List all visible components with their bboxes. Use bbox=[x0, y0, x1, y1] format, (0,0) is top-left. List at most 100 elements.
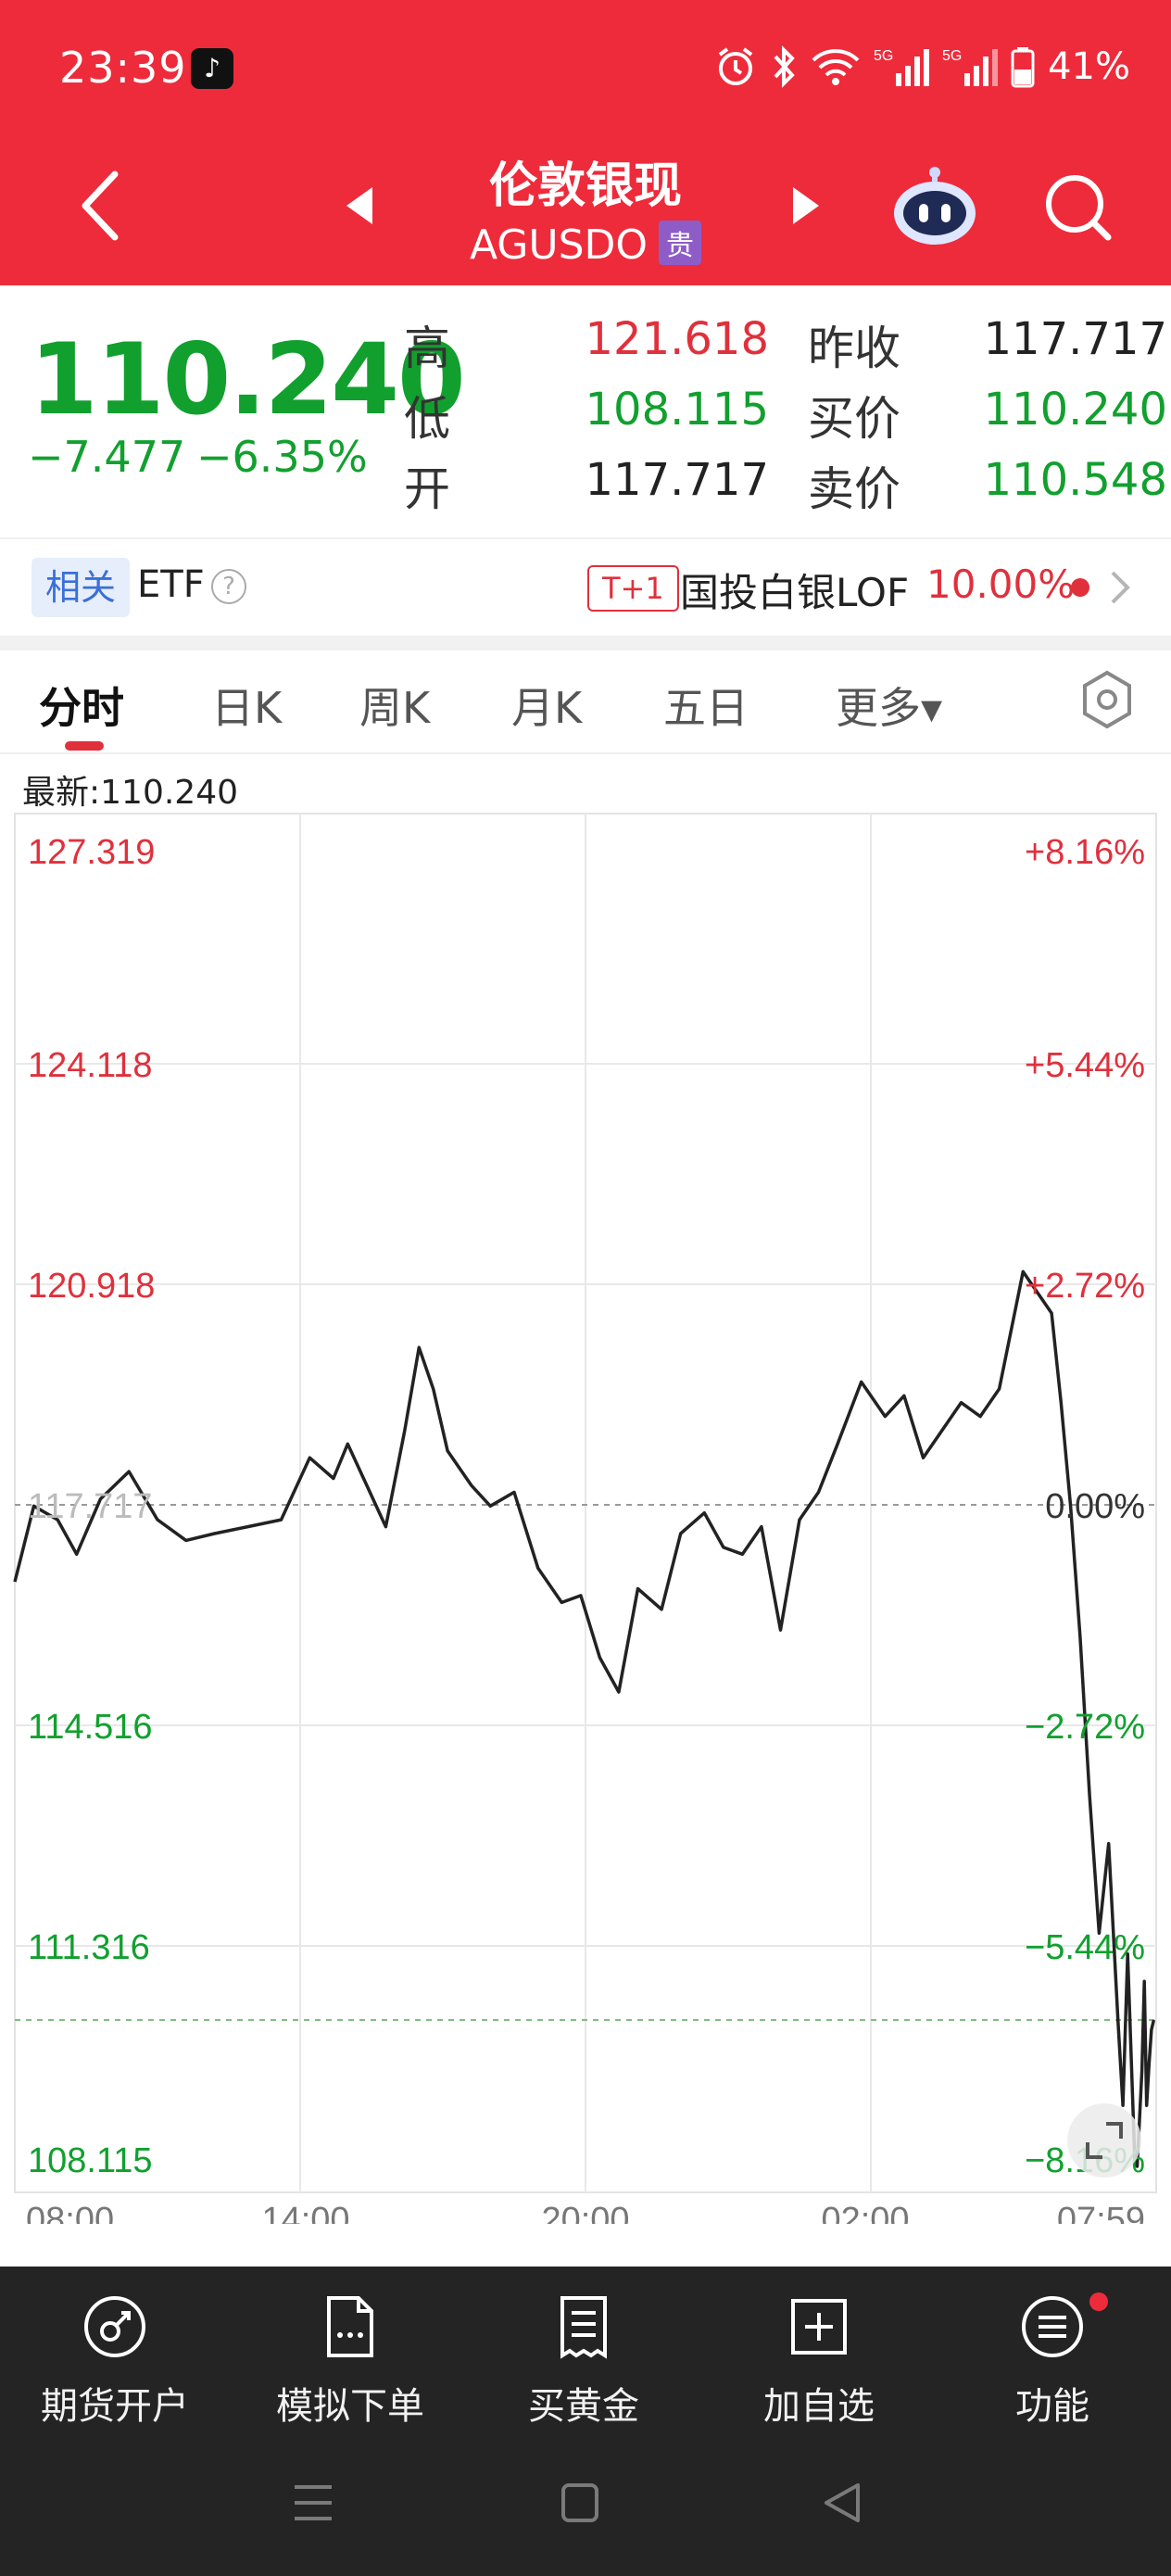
status-icons: 5G 5G 41% bbox=[714, 43, 1130, 91]
back-arrow-icon bbox=[82, 170, 119, 241]
signal-icon: 5G bbox=[874, 45, 930, 88]
y-tick-label: 124.118 bbox=[28, 1046, 153, 1085]
receipt-icon bbox=[551, 2294, 616, 2359]
open-value: 117.717 bbox=[585, 454, 770, 506]
alarm-icon bbox=[714, 45, 757, 88]
system-menu-key[interactable] bbox=[291, 2481, 335, 2528]
assistant-robot-button[interactable] bbox=[891, 163, 978, 252]
prev-close-value: 117.717 bbox=[983, 313, 1168, 365]
related-fund-name: 国投白银LOF bbox=[680, 570, 910, 615]
settings-hexagon-icon[interactable] bbox=[1078, 669, 1136, 734]
search-button[interactable] bbox=[1043, 172, 1114, 246]
signal-icon-2: 5G bbox=[942, 45, 999, 88]
nav-functions[interactable]: 功能 bbox=[951, 2294, 1154, 2430]
price-change: −7.477 bbox=[28, 432, 186, 482]
tiktok-icon: ♪ bbox=[191, 48, 233, 89]
divider bbox=[0, 537, 1171, 539]
system-home-key[interactable] bbox=[560, 2481, 600, 2528]
tab-five-day[interactable]: 五日 bbox=[663, 683, 749, 733]
pct-tick-label: +5.44% bbox=[1025, 1046, 1145, 1085]
high-label: 高 bbox=[404, 322, 450, 375]
triangle-left-icon bbox=[346, 187, 372, 224]
prev-close-label: 昨收 bbox=[808, 322, 900, 375]
x-tick-label: 20:00 bbox=[541, 2201, 629, 2224]
pct-tick-label: +8.16% bbox=[1025, 833, 1145, 872]
pct-tick-label: −2.72% bbox=[1025, 1708, 1145, 1747]
related-fund-pct: 10.00% bbox=[926, 562, 1076, 607]
page-title: 伦敦银现 bbox=[488, 158, 682, 214]
tab-daily-k[interactable]: 日K bbox=[211, 683, 283, 733]
y-tick-label: 117.717 bbox=[28, 1487, 153, 1526]
red-dot-indicator bbox=[1071, 578, 1089, 597]
prev-symbol-button[interactable] bbox=[343, 185, 376, 230]
price-line bbox=[13, 1269, 1156, 2168]
nav-simulated-order[interactable]: 模拟下单 bbox=[248, 2294, 452, 2430]
latest-price-label: 最新:110.240 bbox=[22, 774, 238, 812]
svg-text:5G: 5G bbox=[874, 48, 893, 64]
y-tick-label: 120.918 bbox=[28, 1267, 155, 1306]
wifi-icon bbox=[811, 47, 861, 86]
back-button[interactable] bbox=[78, 169, 124, 246]
home-square-icon bbox=[561, 2483, 598, 2522]
expand-icon bbox=[1086, 2122, 1123, 2159]
x-tick-label: 08:00 bbox=[26, 2201, 114, 2224]
help-icon[interactable]: ? bbox=[211, 569, 246, 604]
menu-lines-icon bbox=[295, 2485, 332, 2520]
high-value: 121.618 bbox=[585, 313, 770, 365]
tab-weekly-k[interactable]: 周K bbox=[359, 683, 431, 733]
divider bbox=[0, 752, 1171, 754]
section-gap bbox=[0, 636, 1171, 650]
notification-dot bbox=[1089, 2292, 1108, 2311]
y-tick-label: 114.516 bbox=[28, 1708, 153, 1747]
y-tick-label: 108.115 bbox=[28, 2141, 153, 2180]
ask-value: 110.548 bbox=[983, 454, 1168, 506]
nav-label: 期货开户 bbox=[41, 2385, 189, 2428]
document-icon bbox=[318, 2294, 383, 2359]
bluetooth-icon bbox=[770, 45, 798, 88]
pct-tick-label: −5.44% bbox=[1025, 1928, 1145, 1967]
intraday-chart[interactable]: 127.319 +8.16% 124.118 +5.44% 120.918 +2.72% 1… bbox=[0, 806, 1171, 2224]
bottom-nav: 期货开户 模拟下单 买黄金 加自选 功能 bbox=[0, 2267, 1171, 2576]
nav-futures-account[interactable]: 期货开户 bbox=[13, 2294, 217, 2430]
nav-label: 买黄金 bbox=[528, 2385, 639, 2428]
nav-add-watchlist[interactable]: 加自选 bbox=[717, 2294, 921, 2430]
fullscreen-button[interactable] bbox=[1067, 2103, 1141, 2178]
pct-tick-label: 0.00% bbox=[1045, 1487, 1145, 1526]
active-tab-indicator bbox=[65, 741, 104, 751]
back-triangle-icon bbox=[825, 2483, 860, 2522]
tab-intraday[interactable]: 分时 bbox=[39, 683, 124, 733]
nav-label: 加自选 bbox=[763, 2385, 875, 2428]
add-square-icon bbox=[787, 2294, 851, 2359]
status-time: 23:39 bbox=[59, 43, 187, 93]
search-icon bbox=[1046, 175, 1112, 241]
ask-label: 卖价 bbox=[808, 462, 900, 516]
header-bar: 23:39 ♪ 5G 5G 41% 伦敦银现 AGUSDO 贵 bbox=[0, 0, 1171, 285]
chevron-right-icon bbox=[1108, 569, 1132, 610]
symbol-code-text: AGUSDO bbox=[469, 221, 648, 269]
x-tick-label: 14:00 bbox=[261, 2201, 349, 2224]
y-tick-label: 111.316 bbox=[28, 1928, 150, 1967]
nav-buy-gold[interactable]: 买黄金 bbox=[482, 2294, 686, 2430]
battery-percent: 41% bbox=[1048, 45, 1130, 88]
system-back-key[interactable] bbox=[821, 2481, 863, 2528]
related-tag: 相关 bbox=[31, 558, 130, 617]
menu-circle-icon bbox=[1020, 2294, 1085, 2359]
last-price: 110.240 bbox=[30, 322, 466, 436]
next-symbol-button[interactable] bbox=[789, 185, 823, 230]
tab-monthly-k[interactable]: 月K bbox=[511, 683, 583, 733]
tab-more[interactable]: 更多▾ bbox=[836, 683, 943, 733]
t1-badge: T+1 bbox=[587, 565, 679, 612]
futures-account-icon bbox=[82, 2294, 147, 2359]
svg-text:5G: 5G bbox=[942, 48, 962, 64]
etf-label: ETF bbox=[137, 563, 205, 606]
triangle-right-icon bbox=[793, 187, 819, 224]
nav-label: 模拟下单 bbox=[276, 2385, 424, 2428]
open-label: 开 bbox=[404, 462, 450, 516]
bid-label: 买价 bbox=[808, 392, 900, 446]
battery-icon bbox=[1011, 45, 1035, 88]
y-tick-label: 127.319 bbox=[28, 833, 155, 872]
x-tick-label: 02:00 bbox=[821, 2201, 909, 2224]
low-label: 低 bbox=[404, 392, 450, 446]
robot-icon bbox=[894, 167, 976, 245]
low-value: 108.115 bbox=[585, 384, 770, 436]
